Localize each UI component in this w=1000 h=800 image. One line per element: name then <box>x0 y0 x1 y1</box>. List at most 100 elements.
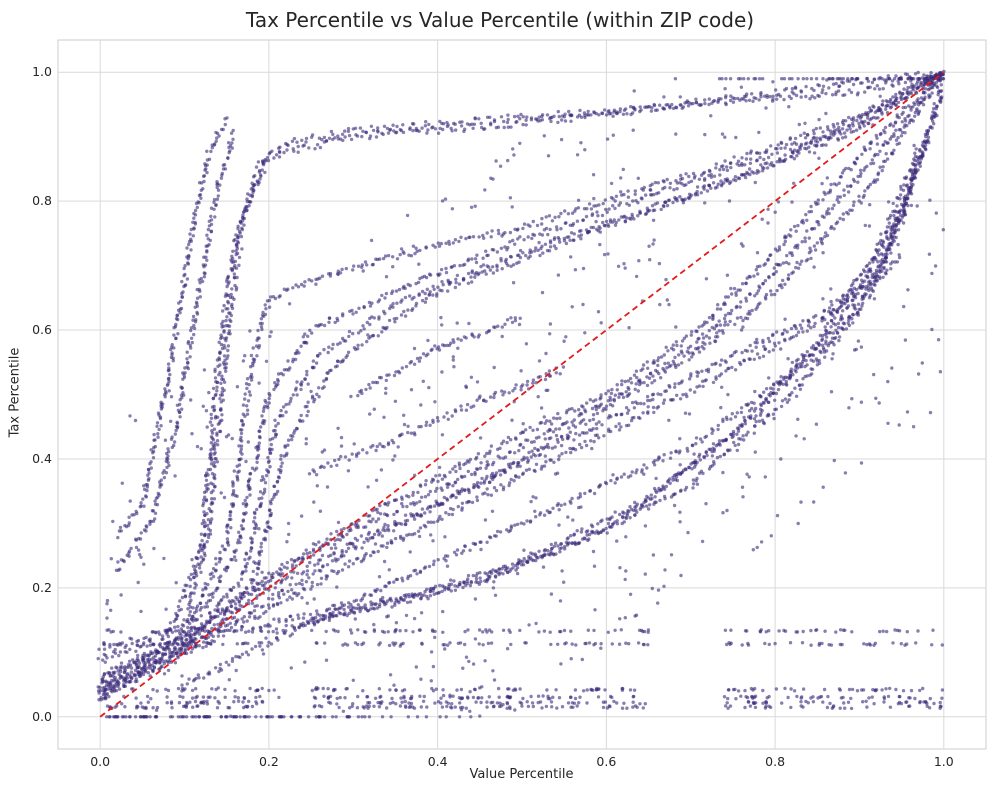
data-point <box>464 236 468 241</box>
data-point <box>479 481 483 485</box>
data-point <box>875 109 879 113</box>
data-point <box>409 502 413 506</box>
data-point <box>761 282 765 286</box>
data-point <box>327 618 332 623</box>
data-point <box>260 321 264 326</box>
data-point <box>455 273 460 278</box>
data-point <box>251 346 255 350</box>
data-point <box>399 536 403 540</box>
data-point <box>367 530 371 535</box>
data-point <box>320 553 325 558</box>
data-point <box>198 543 203 547</box>
data-point <box>208 420 213 424</box>
data-point <box>621 515 625 520</box>
data-point <box>437 473 442 477</box>
data-point <box>195 629 200 634</box>
data-point <box>292 149 296 153</box>
data-point <box>518 464 522 468</box>
data-point <box>278 294 282 298</box>
data-point <box>340 267 344 272</box>
data-point <box>578 412 583 416</box>
data-point <box>694 346 698 351</box>
data-point <box>225 529 229 533</box>
data-point <box>217 356 221 360</box>
data-point <box>479 121 483 126</box>
data-point <box>156 432 160 436</box>
data-point <box>899 187 903 191</box>
data-point <box>900 120 904 124</box>
data-point <box>524 428 528 432</box>
data-point <box>228 621 232 625</box>
data-point <box>857 194 861 198</box>
data-point <box>226 156 230 160</box>
data-point <box>403 513 408 517</box>
data-point <box>883 130 887 135</box>
data-point <box>783 338 787 343</box>
data-point <box>142 663 147 667</box>
data-point <box>447 512 451 517</box>
data-point <box>341 138 345 143</box>
data-point <box>552 244 557 248</box>
data-point <box>206 582 210 587</box>
data-point <box>261 310 265 315</box>
data-point <box>187 602 191 607</box>
data-point <box>722 316 727 321</box>
data-point <box>166 447 170 451</box>
data-point <box>827 86 831 90</box>
data-point <box>687 358 691 362</box>
data-point <box>223 358 227 362</box>
data-point <box>208 611 212 615</box>
data-point <box>203 271 207 276</box>
data-point <box>560 434 564 439</box>
data-point <box>925 80 929 84</box>
data-point <box>133 668 138 673</box>
data-point <box>750 349 754 353</box>
data-point <box>431 284 435 288</box>
data-point <box>576 206 581 210</box>
data-point <box>889 105 894 109</box>
data-point <box>451 507 455 512</box>
data-point <box>228 149 232 153</box>
data-point <box>285 451 289 456</box>
data-point <box>875 178 880 182</box>
data-point <box>414 304 418 308</box>
data-point <box>689 333 693 337</box>
data-point <box>483 491 487 495</box>
data-point <box>221 361 226 365</box>
data-point <box>212 463 216 468</box>
data-point <box>180 279 184 284</box>
data-point <box>572 418 576 422</box>
data-point <box>149 448 153 452</box>
data-point <box>272 156 276 160</box>
data-point <box>183 272 187 277</box>
data-point <box>230 287 234 291</box>
data-point <box>438 126 442 131</box>
data-point <box>851 116 856 120</box>
data-point <box>210 146 214 150</box>
data-point <box>890 79 895 83</box>
data-point <box>265 468 269 472</box>
data-point <box>267 596 271 601</box>
data-point <box>671 200 675 205</box>
data-point <box>827 306 832 310</box>
data-point <box>742 97 746 101</box>
data-point <box>134 537 138 541</box>
data-point <box>812 131 816 136</box>
data-point <box>676 363 681 367</box>
data-point <box>399 313 404 317</box>
data-point <box>803 142 808 146</box>
data-point <box>582 111 587 115</box>
data-point <box>554 246 558 251</box>
data-point <box>856 115 860 119</box>
data-point <box>429 586 434 591</box>
data-point <box>842 131 847 135</box>
data-point <box>749 157 753 161</box>
data-point <box>222 343 226 348</box>
data-point <box>343 135 347 139</box>
data-point <box>638 416 642 420</box>
data-point <box>568 238 572 242</box>
data-point <box>203 162 207 166</box>
data-point <box>356 264 361 268</box>
data-point <box>451 467 455 471</box>
data-point <box>270 597 275 601</box>
